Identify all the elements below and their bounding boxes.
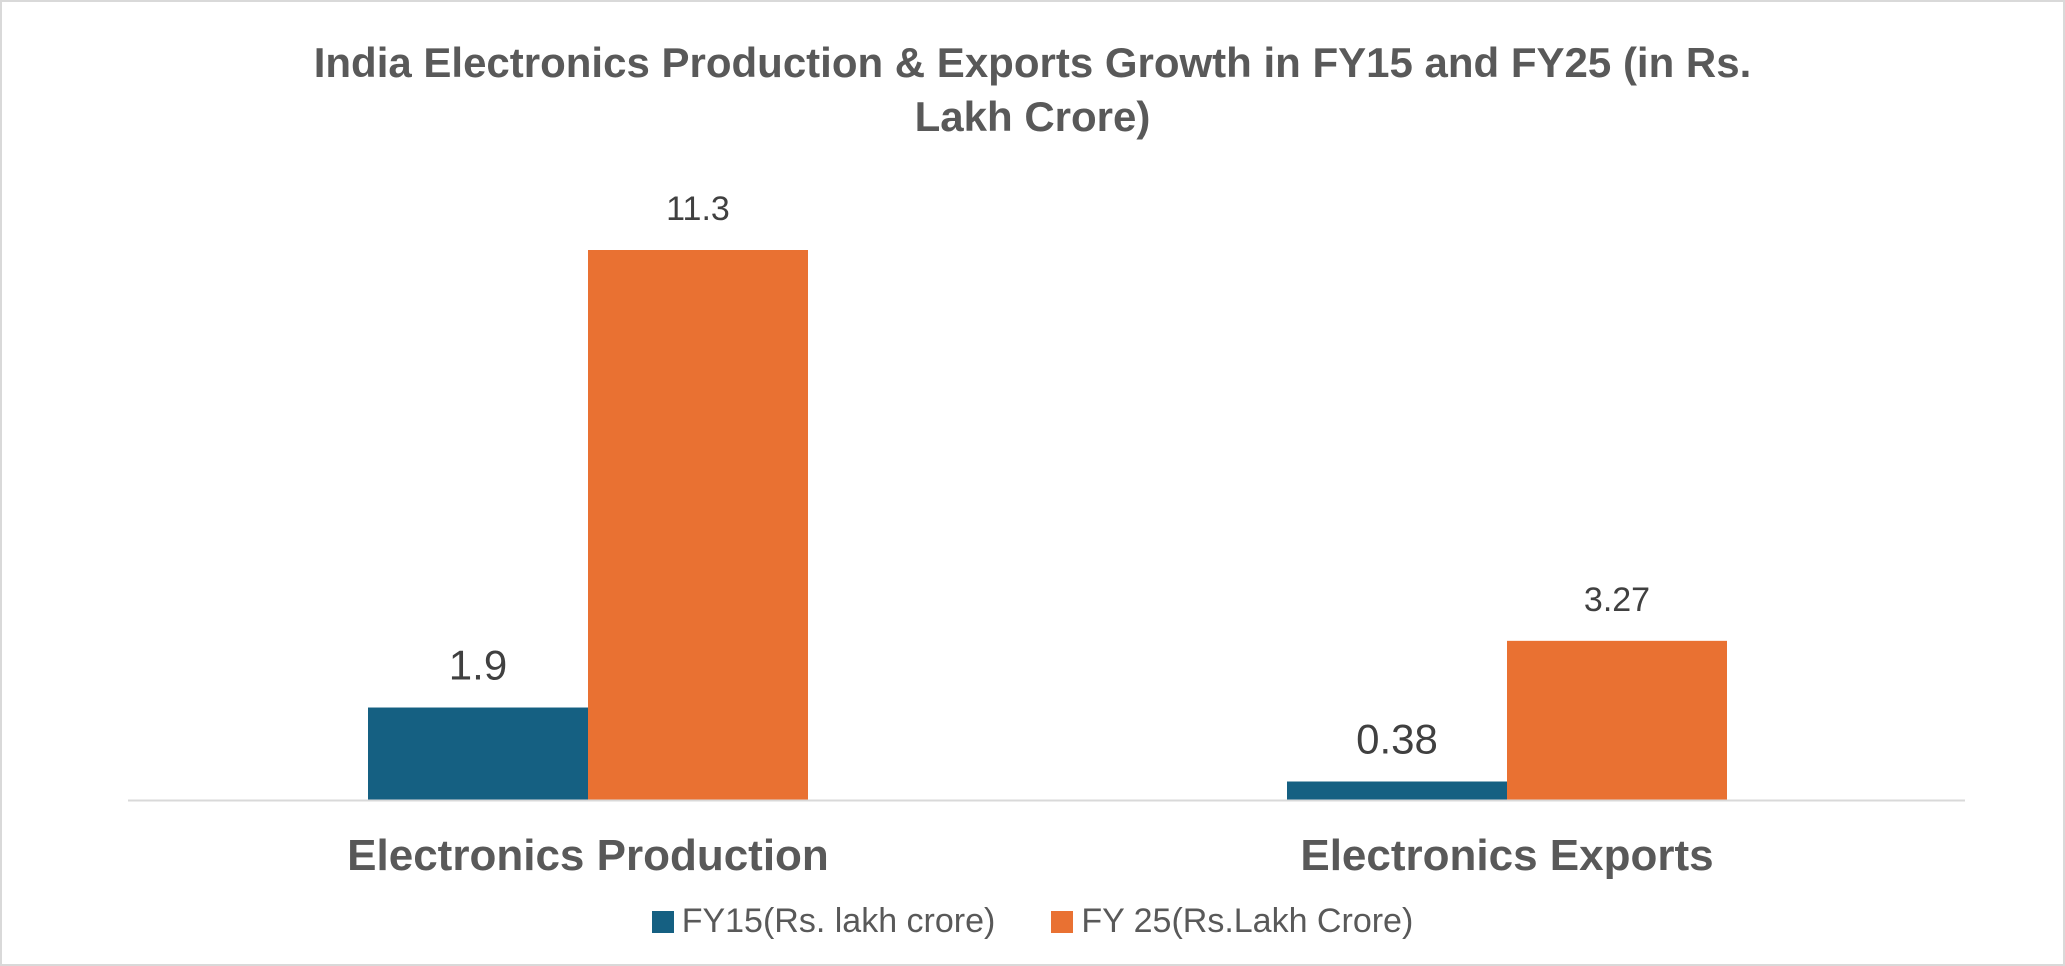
legend-item-fy25: FY 25(Rs.Lakh Crore) (1051, 902, 1413, 941)
chart-title-line-1: India Electronics Production & Exports G… (313, 39, 1752, 86)
chart-title: India Electronics Production & Exports G… (0, 36, 2065, 144)
bar-electronics-exports-series-1 (1507, 640, 1727, 800)
bar-electronics-production-series-1 (588, 250, 808, 800)
legend-swatch-fy15 (651, 910, 674, 933)
legend-item-fy15: FY15(Rs. lakh crore) (651, 902, 996, 941)
bar-electronics-exports-series-0 (1287, 781, 1507, 800)
legend-label-fy25: FY 25(Rs.Lakh Crore) (1081, 902, 1414, 940)
data-label-electronics-exports-series-1: 3.27 (1584, 581, 1650, 619)
data-label-electronics-production-series-1: 11.3 (666, 190, 730, 228)
bar-electronics-production-series-0 (368, 707, 588, 800)
data-label-electronics-exports-series-0: 0.38 (1356, 716, 1438, 763)
chart-title-line-2: Lakh Crore) (914, 93, 1151, 140)
legend: FY15(Rs. lakh crore) FY 25(Rs.Lakh Crore… (0, 902, 2065, 941)
data-label-electronics-production-series-0: 1.9 (449, 642, 507, 689)
category-label-electronics-production: Electronics Production (347, 831, 829, 880)
category-label-electronics-exports: Electronics Exports (1300, 831, 1713, 880)
legend-label-fy15: FY15(Rs. lakh crore) (681, 902, 996, 940)
legend-swatch-fy25 (1051, 910, 1074, 933)
